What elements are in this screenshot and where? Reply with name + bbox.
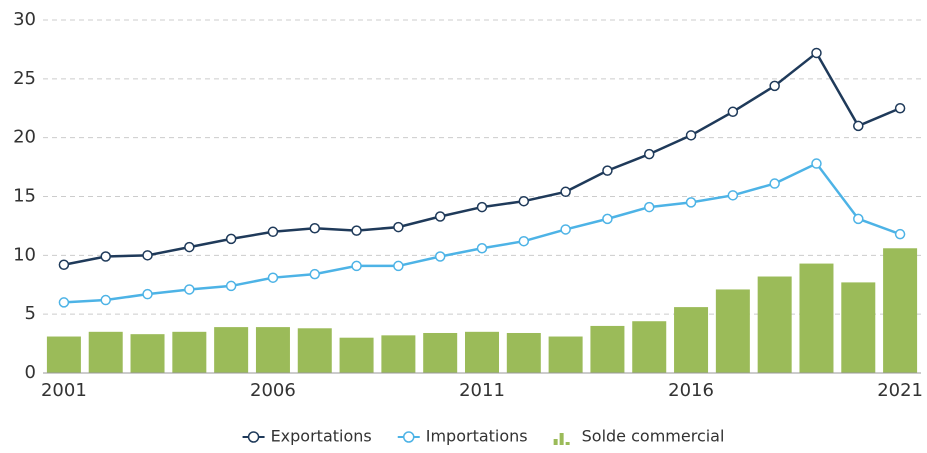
bar [757, 276, 792, 373]
point [643, 148, 655, 160]
x-tick-label: 2001 [41, 380, 87, 401]
point [811, 158, 822, 169]
bar [715, 289, 750, 373]
bar [130, 334, 165, 373]
bar [506, 332, 541, 373]
bar [841, 282, 876, 373]
bar [381, 335, 416, 373]
bar [172, 331, 207, 373]
point [560, 186, 571, 198]
point [351, 260, 362, 272]
point [602, 165, 613, 176]
point [434, 211, 446, 222]
legend-bar [553, 439, 558, 445]
bar [46, 336, 81, 373]
legend-item: Exportations [242, 427, 372, 446]
point [267, 272, 279, 283]
y-tick-label: 15 [13, 186, 36, 207]
point [267, 226, 279, 238]
point [225, 233, 237, 245]
point [309, 268, 321, 280]
point [58, 297, 70, 308]
bar [799, 263, 834, 373]
bar [465, 331, 499, 373]
point [142, 250, 153, 261]
point [309, 223, 321, 234]
y-tick-label: 0 [25, 362, 36, 383]
legend-bar [565, 442, 570, 445]
bar [590, 325, 625, 373]
legend-marker [247, 431, 260, 443]
point [351, 225, 362, 236]
legend-item: Solde commercial [553, 427, 725, 446]
bar [883, 248, 918, 373]
point [769, 178, 780, 189]
point [811, 47, 822, 59]
point [100, 294, 111, 306]
point [225, 280, 237, 292]
x-tick-label: 2016 [668, 380, 714, 401]
legend-label: Solde commercial [582, 427, 725, 446]
bar [632, 321, 667, 373]
bar [214, 327, 249, 373]
point [58, 259, 70, 270]
point [643, 201, 655, 213]
point [184, 284, 195, 295]
x-tick-label: 2021 [877, 380, 923, 401]
y-tick-label: 20 [13, 127, 36, 148]
y-tick-label: 25 [13, 68, 36, 89]
point [142, 288, 153, 300]
bar [255, 327, 290, 373]
x-tick-label: 2006 [250, 380, 296, 401]
point [560, 224, 571, 235]
legend-label: Exportations [271, 427, 372, 446]
point [476, 243, 488, 254]
point [727, 106, 739, 118]
bar [423, 332, 458, 373]
point [393, 221, 404, 233]
point [393, 260, 404, 272]
point [100, 251, 111, 262]
bar [339, 337, 374, 373]
point [518, 195, 530, 207]
y-tick-label: 10 [13, 244, 36, 265]
point [685, 197, 697, 208]
legend-item: Importations [397, 427, 528, 446]
y-tick-label: 30 [13, 9, 36, 30]
point [894, 228, 906, 240]
point [853, 213, 864, 225]
x-tick-label: 2011 [459, 380, 505, 401]
point [518, 235, 530, 247]
bar [297, 328, 332, 373]
point [853, 120, 864, 132]
bar [548, 336, 583, 373]
point [434, 251, 446, 262]
bar [88, 331, 123, 373]
point [894, 103, 906, 114]
y-tick-label: 5 [25, 303, 36, 324]
legend-marker [402, 431, 415, 443]
bar [674, 307, 709, 373]
point [602, 213, 613, 225]
point [685, 130, 697, 141]
point [476, 201, 488, 213]
legend-bar [559, 433, 564, 445]
point [727, 190, 739, 201]
legend: Exportations Importations Solde commercial [242, 427, 725, 446]
point [184, 241, 195, 253]
point [769, 80, 780, 92]
legend-label: Importations [426, 427, 528, 446]
